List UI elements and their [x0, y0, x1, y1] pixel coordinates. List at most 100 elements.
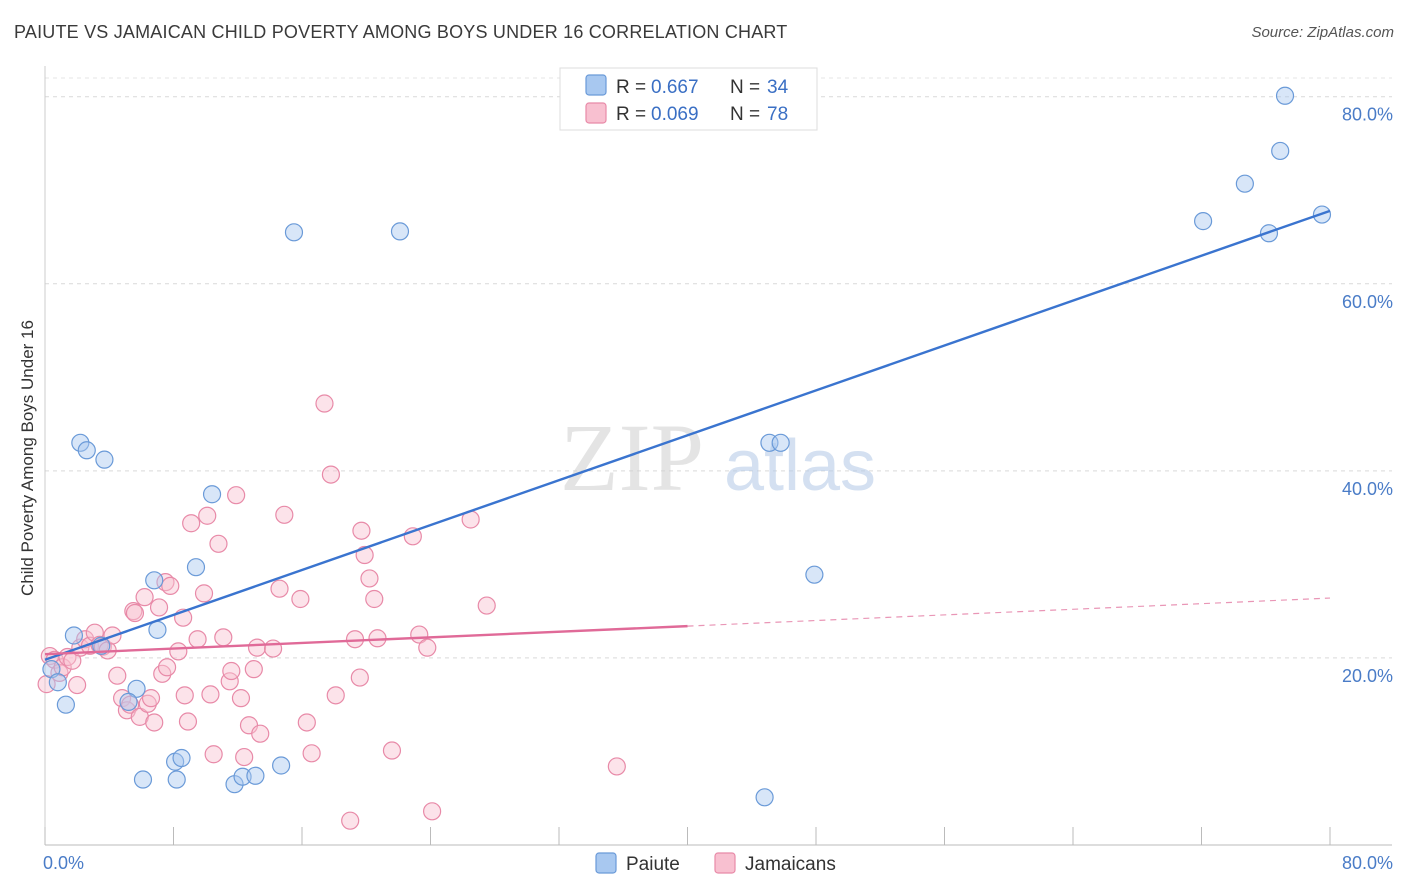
jamaicans-point-43: [214, 628, 233, 647]
legend-r-value-paiute: 0.667: [651, 77, 699, 98]
paiute-point-0: [42, 660, 61, 679]
chart-title: PAIUTE VS JAMAICAN CHILD POVERTY AMONG B…: [14, 22, 788, 42]
jamaicans-point-67: [360, 569, 379, 588]
paiute-point-29: [1235, 174, 1254, 193]
legend-n-label-jamaicans: N =: [730, 104, 760, 125]
jamaicans-point-60: [321, 465, 341, 484]
paiute-point-17: [202, 485, 222, 504]
jamaicans-point-25: [141, 689, 161, 708]
legend-row-paiute: R = 0.667 N = 34: [585, 74, 789, 98]
jamaicans-point-64: [350, 668, 369, 687]
paiute-point-9: [119, 692, 138, 711]
x-tick-label-0: 0.0%: [43, 853, 84, 873]
y-tick-label-3: 80.0%: [1342, 105, 1393, 125]
jamaicans-point-26: [145, 713, 164, 732]
paiute-point-15: [172, 748, 191, 768]
jamaicans-point-32: [169, 642, 188, 661]
paiute-point-21: [272, 756, 291, 775]
paiute-point-19: [233, 767, 252, 786]
paiute-point-5: [77, 441, 96, 460]
jamaicans-point-50: [244, 660, 263, 679]
paiute-point-26: [771, 433, 790, 452]
bottom-legend-label-jamaicans: Jamaicans: [745, 854, 836, 875]
jamaicans-point-45: [222, 661, 241, 681]
bottom-legend-swatch-jamaicans: [714, 852, 736, 874]
paiute-point-12: [148, 620, 167, 639]
jamaicans-point-37: [188, 630, 207, 649]
legend-r-label-paiute: R =: [616, 77, 646, 98]
jamaicans-point-77: [607, 757, 626, 776]
jamaicans-point-47: [231, 689, 251, 708]
jamaicans-point-27: [149, 598, 169, 617]
paiute-point-8: [127, 679, 146, 698]
legend-n-value-jamaicans: 78: [767, 104, 788, 125]
jamaicans-point-21: [125, 603, 145, 623]
jamaicans-point-76: [477, 596, 496, 615]
jamaicans-point-57: [297, 713, 316, 732]
legend-swatch-paiute: [585, 74, 607, 96]
jamaicans-trend-line: [44, 624, 688, 656]
jamaicans-point-42: [209, 534, 228, 553]
legend-r-label-jamaicans: R =: [616, 104, 646, 125]
jamaicans-point-16: [108, 666, 127, 685]
paiute-points: [42, 86, 1332, 807]
paiute-point-1: [48, 673, 67, 692]
jamaicans-point-36: [182, 514, 201, 533]
legend-swatch-jamaicans: [585, 102, 607, 124]
x-tick-label-1: 80.0%: [1342, 853, 1393, 873]
jamaicans-point-55: [275, 505, 294, 524]
jamaicans-point-19: [121, 695, 140, 714]
trend-lines: [44, 209, 1331, 661]
jamaicans-point-58: [302, 744, 321, 763]
tick-labels: 20.0% 40.0% 60.0% 80.0% 0.0% 80.0%: [43, 105, 1393, 873]
paiute-point-10: [133, 770, 153, 789]
watermark-zip: ZIP: [560, 404, 704, 511]
legend-r-value-jamaicans: 0.069: [651, 104, 699, 125]
jamaicans-point-46: [227, 486, 246, 505]
legend-row-jamaicans: R = 0.069 N = 78: [585, 102, 788, 125]
watermark-atlas: atlas: [724, 426, 876, 506]
y-tick-label-1: 40.0%: [1342, 479, 1393, 499]
jamaicans-point-39: [198, 506, 217, 525]
jamaicans-point-62: [341, 811, 360, 830]
jamaicans-point-54: [270, 579, 289, 598]
jamaicans-point-7: [68, 675, 87, 695]
bottom-legend-label-paiute: Paiute: [626, 854, 680, 875]
legend-n-value-paiute: 34: [767, 77, 789, 98]
paiute-point-28: [1194, 212, 1213, 231]
jamaicans-point-59: [315, 394, 334, 413]
jamaicans-point-48: [235, 747, 254, 767]
jamaicans-point-61: [326, 686, 345, 705]
paiute-point-3: [64, 626, 84, 645]
jamaicans-point-68: [365, 589, 384, 609]
jamaicans-point-34: [175, 686, 194, 705]
jamaicans-point-38: [194, 584, 214, 603]
paiute-trend-line: [44, 209, 1331, 661]
paiute-point-14: [167, 770, 186, 789]
jamaicans-point-73: [418, 638, 437, 657]
jamaicans-point-41: [204, 745, 223, 764]
paiute-point-4: [71, 433, 90, 452]
jamaicans-trend-extension: [687, 597, 1331, 627]
jamaicans-point-65: [352, 521, 371, 540]
paiute-point-6: [95, 450, 114, 469]
paiute-point-32: [1275, 86, 1295, 105]
jamaicans-point-53: [263, 639, 283, 658]
legend-box: R = 0.667 N = 34 R = 0.069 N = 78: [559, 67, 818, 131]
jamaicans-point-52: [251, 724, 270, 743]
paiute-point-24: [755, 788, 774, 807]
paiute-point-2: [56, 695, 75, 714]
bottom-legend-swatch-paiute: [595, 852, 617, 874]
jamaicans-point-35: [178, 712, 198, 731]
paiute-point-11: [145, 571, 164, 590]
jamaicans-point-23: [135, 588, 154, 607]
jamaicans-point-31: [161, 576, 180, 596]
y-tick-label-0: 20.0%: [1342, 666, 1393, 686]
jamaicans-point-51: [247, 638, 267, 657]
axes: [44, 66, 1392, 846]
jamaicans-point-74: [423, 802, 442, 821]
paiute-point-22: [284, 223, 304, 242]
paiute-point-20: [246, 766, 265, 785]
